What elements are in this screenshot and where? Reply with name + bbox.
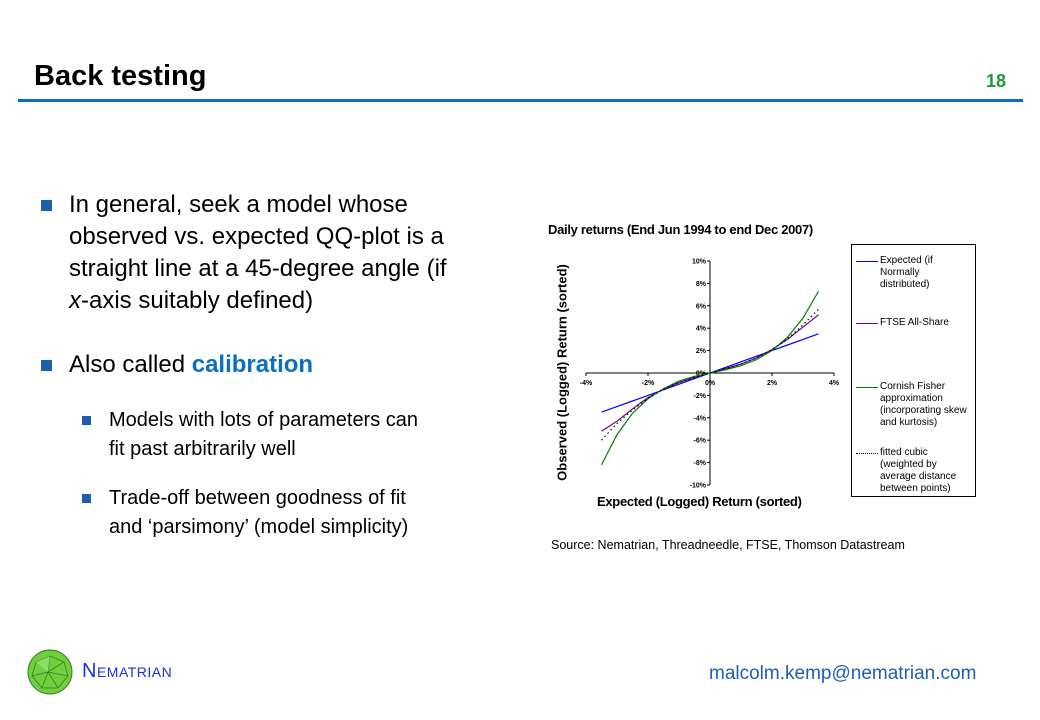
y-tick-label: -8% <box>694 460 707 467</box>
x-tick-label: -4% <box>580 380 593 387</box>
legend-text: average distance <box>880 471 957 482</box>
bullet-marker <box>41 360 52 371</box>
legend-swatch <box>856 323 878 324</box>
y-tick-label: 6% <box>696 303 707 310</box>
legend-item: fitted cubic (weighted by average distance… <box>880 447 980 495</box>
bullet-line: x-axis suitably defined) <box>69 285 509 317</box>
bullet-line: straight line at a 45-degree angle (if <box>69 255 447 282</box>
bullet-2: Also called calibration <box>69 349 509 381</box>
bullet-line: observed vs. expected QQ-plot is a <box>69 223 444 250</box>
bullet-line: In general, seek a model whose <box>69 191 408 218</box>
bullet-line: Models with lots of parameters can <box>109 409 419 431</box>
bullet-line: and ‘parsimony’ (model simplicity) <box>109 516 409 538</box>
legend-swatch <box>856 453 878 454</box>
legend-text: FTSE All-Share <box>880 317 949 328</box>
legend-swatch <box>856 261 878 262</box>
qq-plot: -4% -2% 0% 2% 4% 10% 8% 6% 4% 2% 0% -2% -4% -6% -8% -10… <box>580 259 840 490</box>
x-axis-label: Expected (Logged) Return (sorted) <box>597 494 802 509</box>
bullet-line: fit past arbitrarily well <box>109 438 296 460</box>
nematrian-logo-icon <box>27 649 73 695</box>
legend-item: Expected (if Normally distributed) <box>880 255 980 291</box>
title-divider <box>18 99 1023 102</box>
y-tick-label: -2% <box>694 393 707 400</box>
y-tick-label: 0% <box>696 371 707 378</box>
x-italic: x <box>69 287 81 314</box>
y-tick-label: 2% <box>696 348 707 355</box>
bullet-line: Trade-off between goodness of fit <box>109 487 406 509</box>
bullet-1: In general, seek a model whose observed … <box>69 189 509 317</box>
legend-text: Cornish Fisher <box>880 381 946 392</box>
legend-text: fitted cubic <box>880 447 928 458</box>
sub-bullet-marker <box>82 416 91 425</box>
legend-text: Expected (if <box>880 255 933 266</box>
y-tick-label: 8% <box>696 281 707 288</box>
sub-bullet-marker <box>82 494 91 503</box>
source-note: Source: Nematrian, Threadneedle, FTSE, T… <box>551 538 905 552</box>
sub-bullet-1: Models with lots of parameters can fit p… <box>109 406 509 464</box>
legend-item: Cornish Fisher approximation (incorporatin… <box>880 381 980 429</box>
legend-text: distributed) <box>880 279 930 290</box>
chart-title: Daily returns (End Jun 1994 to end Dec 2… <box>548 222 813 237</box>
y-tick-label: 4% <box>696 326 707 333</box>
legend-text: Normally <box>880 267 920 278</box>
x-tick-label: 4% <box>829 380 840 387</box>
bullet-text: Also called <box>69 351 192 378</box>
series-line-3 <box>601 308 819 441</box>
legend-text: (weighted by <box>880 459 937 470</box>
x-tick-label: 2% <box>767 380 778 387</box>
brand-name: Nematrian <box>82 660 173 682</box>
x-tick-label: 0% <box>705 380 716 387</box>
legend-item: FTSE All-Share <box>880 317 980 329</box>
y-tick-label: -10% <box>690 483 707 490</box>
legend-text: and kurtosis) <box>880 417 938 428</box>
legend-text: approximation <box>880 393 943 404</box>
bullet-marker <box>41 200 52 211</box>
slide-title: Back testing <box>34 60 207 92</box>
contact-email[interactable]: malcolm.kemp@nematrian.com <box>709 663 977 684</box>
series-line-2 <box>600 290 820 466</box>
x-tick-label: -2% <box>642 380 655 387</box>
legend-text: (incorporating skew <box>880 405 967 416</box>
page-number: 18 <box>986 71 1007 91</box>
y-tick-label: -6% <box>694 438 707 445</box>
sub-bullet-2: Trade-off between goodness of fit and ‘p… <box>109 484 509 542</box>
legend-swatch <box>856 387 878 388</box>
legend-text: between points) <box>880 483 951 494</box>
bullet-text: -axis suitably defined) <box>81 287 314 314</box>
y-tick-label: -4% <box>694 415 707 422</box>
legend: Expected (if Normally distributed) FTSE All… <box>851 244 976 497</box>
highlight-calibration: calibration <box>191 351 314 378</box>
y-tick-label: 10% <box>692 259 707 266</box>
